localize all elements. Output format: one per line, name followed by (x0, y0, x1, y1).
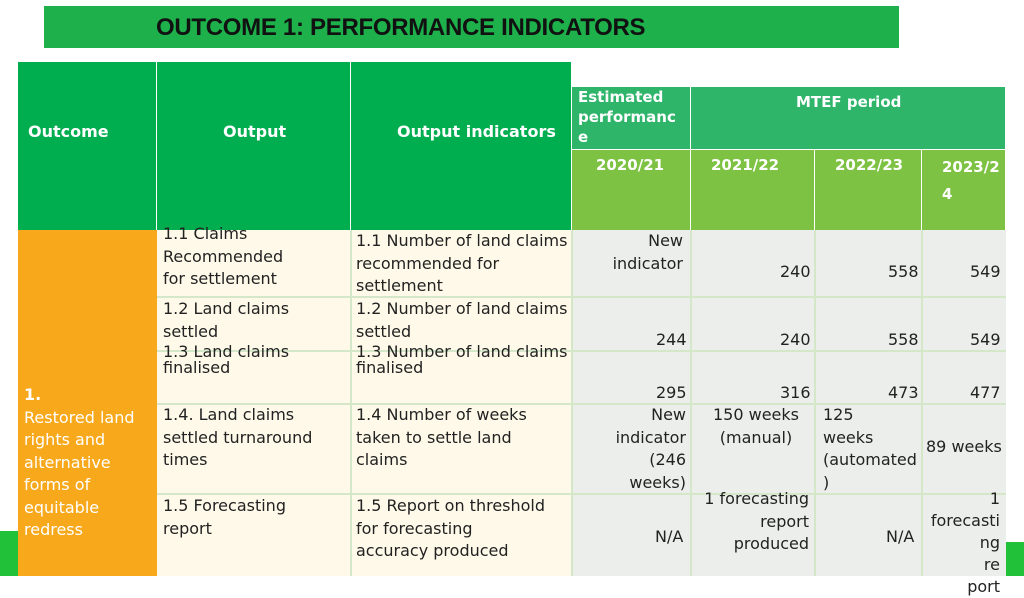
row1-output: 1.1 Claims Recommended for settlement (163, 224, 284, 288)
row1-estimated: New indicator (612, 231, 683, 273)
year-label: 2023/2 4 (942, 158, 1000, 203)
row5-output: 1.5 Forecasting report (163, 496, 286, 538)
grid-line (157, 403, 1006, 405)
row5-estimated: N/A (655, 527, 684, 546)
row5-2021: 1 forecasting report produced (704, 489, 809, 553)
row4-2021: 150 weeks (manual) (713, 405, 799, 447)
row3-estimated: 295 (656, 383, 687, 402)
row2-estimated: 244 (656, 330, 687, 349)
left-accent-bar (0, 531, 18, 576)
row3-indicator: 1.3 Number of land claims finalised (356, 342, 568, 377)
header-year-2021: 2021/22 (691, 149, 815, 230)
header-output-label: Output (223, 122, 287, 141)
header-estimated-label: Estimated performanc e (578, 88, 676, 146)
row1-2021: 240 (780, 262, 811, 281)
year-label: 2022/23 (835, 156, 904, 174)
row2-output: 1.2 Land claims settled (163, 299, 290, 341)
header-mtef-label: MTEF period (796, 93, 902, 111)
header-output: Output (157, 62, 351, 230)
header-outcome: Outcome (18, 62, 157, 230)
row1-2023: 549 (970, 262, 1001, 281)
row2-2022: 558 (888, 330, 919, 349)
title-bar (44, 6, 899, 48)
header-year-2022: 2022/23 (815, 149, 922, 230)
row3-output: 1.3 Land claims finalised (163, 342, 290, 377)
header-estimated: Estimated performanc e (572, 87, 691, 149)
row1-indicator: 1.1 Number of land claims recommended fo… (356, 231, 568, 295)
grid-line (157, 350, 1006, 352)
year-label: 2021/22 (711, 156, 780, 174)
outcome-text: 1. Restored land rights and alternative f… (24, 384, 154, 542)
header-indicators: Output indicators (351, 62, 572, 230)
grid-line (157, 493, 1006, 495)
row1-2022: 558 (888, 262, 919, 281)
row5-2023: 1 forecasti ng re port (930, 489, 1000, 596)
row3-2022: 473 (888, 383, 919, 402)
outcome-label: Restored land rights and alternative for… (24, 407, 135, 540)
right-accent-bar (1006, 542, 1024, 576)
row4-2022: 125 weeks (automated ) (823, 405, 917, 492)
row3-2021: 316 (780, 383, 811, 402)
header-mtef: MTEF period (691, 87, 1005, 149)
row2-indicator: 1.2 Number of land claims settled (356, 299, 568, 341)
row4-estimated: New indicator (246 weeks) (615, 405, 686, 492)
header-outcome-label: Outcome (28, 122, 109, 141)
row2-2021: 240 (780, 330, 811, 349)
header-indicators-label: Output indicators (397, 122, 556, 141)
row4-2023: 89 weeks (926, 437, 1002, 456)
page-title: OUTCOME 1: PERFORMANCE INDICATORS (156, 14, 646, 41)
row4-output: 1.4. Land claims settled turnaround time… (163, 405, 313, 469)
row3-2023: 477 (970, 383, 1001, 402)
header-year-2023: 2023/2 4 (922, 149, 1005, 230)
outcome-number: 1. (24, 385, 42, 404)
row2-2023: 549 (970, 330, 1001, 349)
row5-2022: N/A (886, 527, 915, 546)
row4-indicator: 1.4 Number of weeks taken to settle land… (356, 405, 527, 469)
row5-indicator: 1.5 Report on threshold for forecasting … (356, 496, 546, 560)
grid-line (157, 296, 1006, 298)
year-label: 2020/21 (596, 156, 665, 174)
outcome-cell: 1. Restored land rights and alternative f… (18, 230, 157, 576)
header-year-2020: 2020/21 (572, 149, 691, 230)
